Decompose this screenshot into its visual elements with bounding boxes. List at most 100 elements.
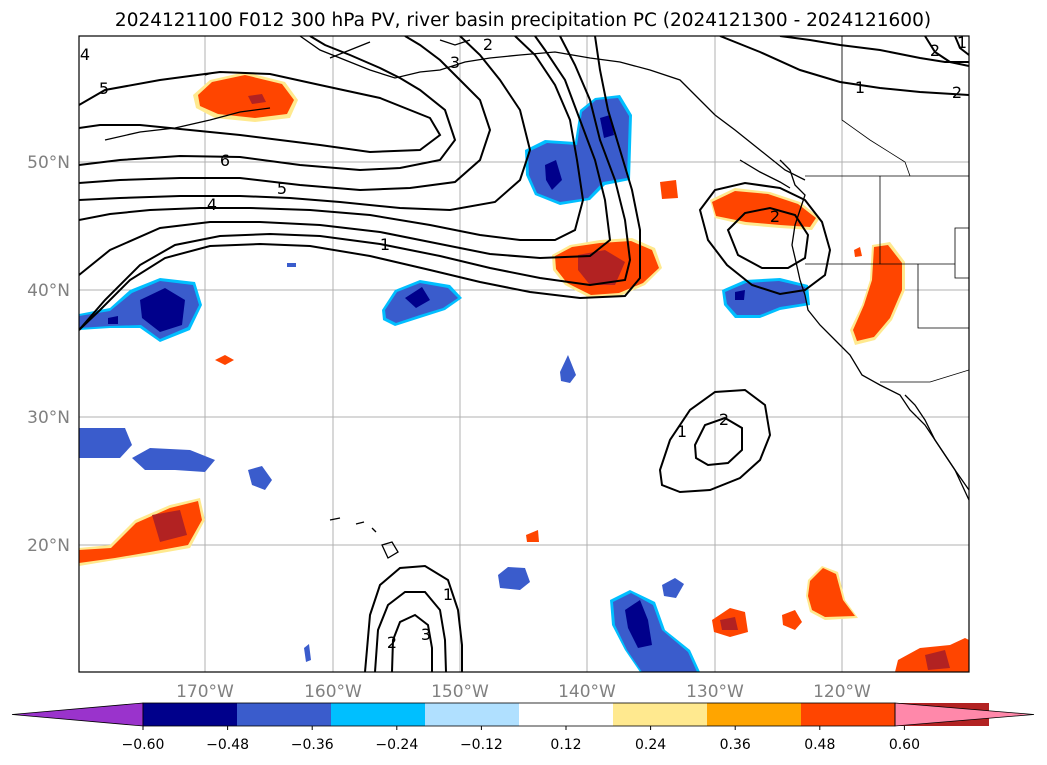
pv-contour-label: 5 <box>277 179 287 198</box>
lon-label: 170°W <box>176 682 234 702</box>
colorbar-tick-label: 0.12 <box>550 737 581 753</box>
pv-contour-label: 2 <box>952 83 962 102</box>
pv-contour-label: 4 <box>207 195 217 214</box>
lat-label: 50°N <box>27 153 70 173</box>
pv-contour <box>779 36 969 63</box>
pv-contour <box>698 181 832 296</box>
pv-contour-label: 1 <box>443 585 453 604</box>
precip-negative-blob <box>545 160 562 190</box>
precip-positive-blob <box>248 94 266 104</box>
map-panel: 5 6 5 4 3 2 1 2 1 2 2 1 2 1 1 2 3 4 <box>78 33 970 673</box>
colorbar: −0.60 −0.48 −0.36 −0.24 −0.12 0.12 0.24 0.36 0.4… <box>11 702 1035 753</box>
precip-positive-blob <box>215 355 234 365</box>
lat-label: 30°N <box>27 408 70 428</box>
precip-positive-blob <box>853 245 902 341</box>
precip-negative-blob <box>725 281 806 315</box>
coastline-islands <box>104 107 271 141</box>
coastline-vancouver-island <box>739 159 791 189</box>
precip-negative-blob <box>132 448 215 472</box>
colorbar-swatch <box>237 703 331 726</box>
colorbar-tick-label: −0.24 <box>375 737 418 753</box>
coastline-west-coast <box>779 159 969 491</box>
lat-label: 20°N <box>27 536 70 556</box>
border-states <box>954 227 969 279</box>
precip-positive-blob <box>925 650 950 670</box>
pv-contour <box>79 36 612 276</box>
colorbar-tick-label: 0.48 <box>804 737 835 753</box>
colorbar-swatch <box>519 703 613 726</box>
pv-contour <box>79 70 442 154</box>
pv-contour-label: 1 <box>957 33 967 52</box>
colorbar-tick-label: 0.60 <box>889 737 920 753</box>
precip-negative-blob <box>79 428 132 458</box>
precip-positive-blob <box>198 75 294 118</box>
precip-positive-blob <box>152 510 187 542</box>
colorbar-tick-label: −0.36 <box>291 737 334 753</box>
map-frame <box>78 35 970 673</box>
gridlines <box>79 36 969 672</box>
precip-negative-blob <box>108 316 118 324</box>
precip-negative-blob <box>248 466 272 490</box>
pv-contour-label: 5 <box>99 79 109 98</box>
border-mexico <box>880 369 969 383</box>
colorbar-swatch <box>143 703 237 726</box>
pv-contour-labels: 5 6 5 4 3 2 1 2 1 2 2 1 2 1 1 2 3 4 <box>80 33 967 652</box>
coastline-alaska <box>299 36 806 181</box>
pv-contour <box>693 416 743 467</box>
pv-contour <box>79 36 632 331</box>
pv-contour-label: 2 <box>387 633 397 652</box>
pv-contour <box>79 36 641 331</box>
precip-positive-blob <box>660 180 678 199</box>
precip-positive-blob <box>808 568 855 617</box>
precip-positive-blob <box>854 247 862 257</box>
precip-positive-blob <box>720 617 738 630</box>
pv-contour-label: 4 <box>80 45 90 64</box>
lon-label: 120°W <box>813 682 871 702</box>
pv-contour-label: 3 <box>421 625 431 644</box>
colorbar-tick-label: −0.60 <box>122 737 165 753</box>
pv-contour-label: 2 <box>483 35 493 54</box>
coastline-baja <box>904 394 969 501</box>
colorbar-tick-label: 0.36 <box>720 737 751 753</box>
pv-contour <box>954 36 969 56</box>
precip-negative-blob <box>498 567 530 590</box>
precip-negative-blob <box>304 644 311 662</box>
precip-negative-blob <box>140 288 185 332</box>
precip-negative-blob <box>560 355 576 383</box>
pv-contour-label: 1 <box>855 78 865 97</box>
pv-contour <box>924 36 969 67</box>
coastline-islands <box>329 41 371 59</box>
colorbar-tick-label: 0.24 <box>635 737 666 753</box>
lon-label: 150°W <box>431 682 489 702</box>
map-background <box>79 36 969 672</box>
colorbar-tick-label: −0.12 <box>460 737 503 753</box>
pv-contour <box>79 36 457 172</box>
pv-contour-label: 6 <box>220 151 230 170</box>
pv-contour-label: 2 <box>930 41 940 60</box>
map-title: 2024121100 F012 300 hPa PV, river basin … <box>115 10 931 31</box>
borders <box>805 36 969 383</box>
colorbar-swatch <box>331 703 425 726</box>
coastline-hawaii <box>355 521 365 525</box>
border-alaska-canada <box>841 36 911 177</box>
precip-negative-blob <box>625 600 652 648</box>
colorbar-extend-low <box>11 702 144 727</box>
coastlines <box>104 36 969 559</box>
pv-contour <box>374 591 447 672</box>
precip-shading <box>79 72 969 672</box>
latitude-labels: 50°N 40°N 30°N 20°N <box>27 153 70 556</box>
colorbar-swatch <box>613 703 707 726</box>
lon-label: 160°W <box>304 682 362 702</box>
pv-contour-label: 2 <box>770 207 780 226</box>
pv-contours <box>79 36 969 672</box>
pv-contour <box>79 36 532 212</box>
precip-positive-blob <box>578 250 625 285</box>
precip-positive-blob <box>782 610 802 630</box>
precip-negative-blob <box>662 578 684 598</box>
coastline-hawaii <box>329 517 341 521</box>
coastline-hawaii <box>381 541 399 559</box>
precip-negative-blob <box>405 287 430 308</box>
pv-contour <box>391 613 433 672</box>
pv-contour-label: 1 <box>677 422 687 441</box>
